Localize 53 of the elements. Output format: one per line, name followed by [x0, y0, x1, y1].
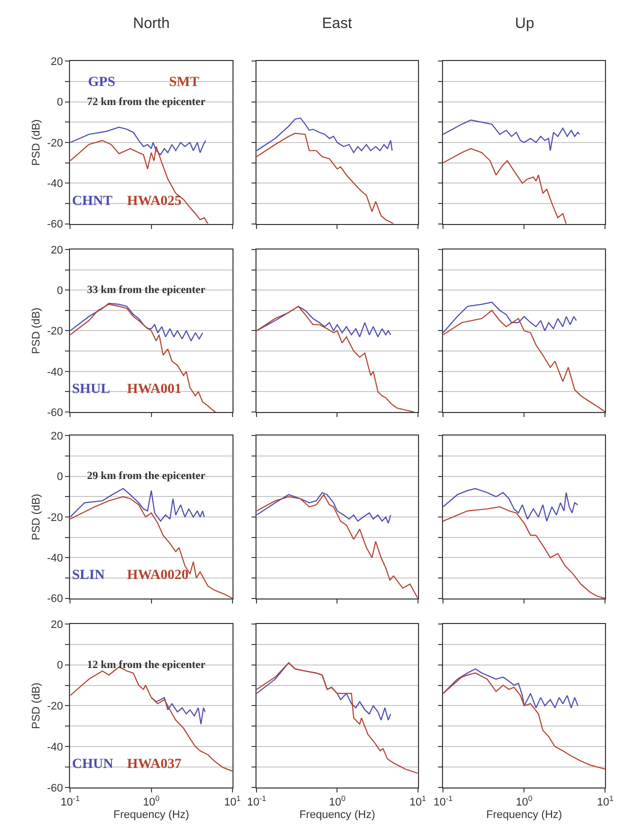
y-tick-label: 0: [56, 284, 64, 297]
y-tick-label: -40: [47, 178, 64, 190]
annotation: 29 km from the epicenter: [87, 470, 206, 482]
y-tick-label: -60: [47, 406, 64, 419]
y-tick-label: 20: [50, 618, 64, 631]
series-label: HWA037: [127, 757, 182, 772]
y-axis-title: PSD (dB): [30, 119, 43, 166]
y-tick-label: 0: [56, 660, 64, 672]
y-tick-label: -60: [47, 593, 64, 606]
y-tick-label: 20: [50, 430, 64, 443]
y-tick-label: -20: [47, 326, 64, 338]
x-tick-label: 10$^{-1}$: [60, 794, 80, 809]
y-tick-label: -60: [47, 782, 64, 794]
chart-title: North: [133, 15, 170, 32]
y-tick-label: -20: [47, 137, 64, 150]
y-tick-label: 0: [56, 96, 64, 109]
y-axis-title: PSD (dB): [30, 308, 43, 354]
y-tick-label: -40: [47, 366, 64, 378]
y-tick-label: -40: [47, 741, 64, 754]
chart-title: East: [322, 15, 353, 32]
annotation: 12 km from the epicenter: [87, 659, 206, 671]
x-tick-label: 10$^{1}$: [224, 794, 241, 809]
annotation: GPS: [88, 75, 116, 90]
y-tick-label: 0: [56, 471, 64, 484]
series-label: HWA0020: [127, 568, 188, 583]
y-tick-label: -60: [47, 218, 64, 231]
text: SHUL: [72, 382, 110, 397]
x-axis-title: Frequency (Hz): [486, 808, 562, 821]
x-tick-label: 10$^{1}$: [596, 794, 614, 809]
text: CHNT: [72, 194, 114, 209]
y-tick-label: -40: [47, 552, 64, 565]
x-tick-label: 10$^{1}$: [410, 794, 426, 809]
series-label: HWA025: [127, 194, 182, 209]
x-tick-label: 10$^{0}$: [328, 794, 346, 809]
y-tick-label: -20: [47, 512, 64, 524]
y-tick-label: 20: [50, 56, 64, 68]
x-axis-title: Frequency (Hz): [113, 808, 190, 821]
x-axis-title: Frequency (Hz): [299, 808, 376, 821]
series-label: HWA001: [127, 382, 182, 397]
x-tick-label: 10$^{0}$: [143, 794, 160, 809]
y-tick-label: 20: [50, 244, 64, 256]
annotation: 72 km from the epicenter: [87, 96, 206, 108]
chart-title: Up: [515, 15, 534, 32]
x-tick-label: 10$^{0}$: [516, 794, 532, 809]
annotation: SMT: [169, 75, 200, 90]
text: CHUN: [72, 757, 114, 772]
y-axis-title: PSD (dB): [30, 682, 43, 729]
text: SLIN: [72, 568, 105, 583]
x-tick-label: 10$^{-1}$: [247, 794, 266, 809]
y-axis-title: PSD (dB): [30, 494, 43, 540]
annotation: 33 km from the epicenter: [87, 284, 206, 296]
y-tick-label: -20: [47, 700, 64, 713]
x-tick-label: 10$^{-1}$: [434, 794, 453, 809]
